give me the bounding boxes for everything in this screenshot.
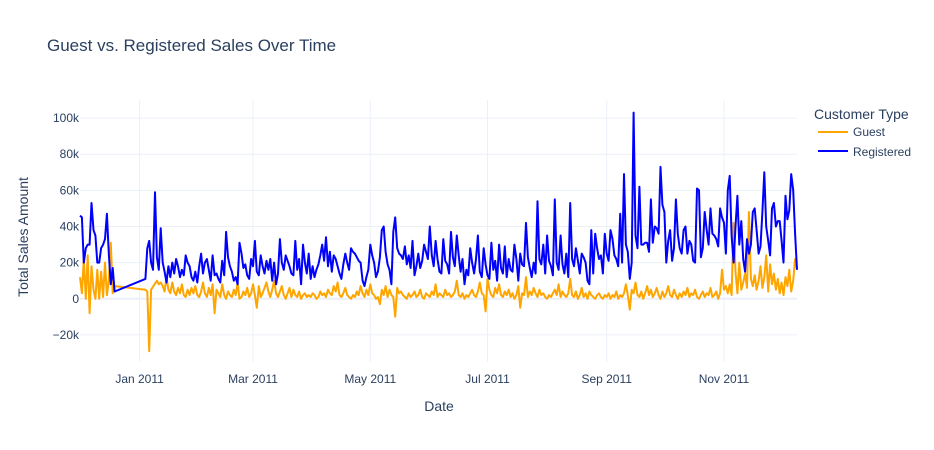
- x-tick-label: May 2011: [344, 372, 396, 386]
- plot-area: [79, 111, 798, 353]
- x-axis-title: Date: [424, 398, 454, 414]
- y-tick-label: 0: [72, 292, 79, 306]
- y-axis-ticks: −20k 0 20k 40k 60k 80k 100k: [53, 111, 80, 342]
- legend-label-guest: Guest: [853, 125, 886, 139]
- y-tick-label: 100k: [53, 111, 80, 125]
- y-tick-label: −20k: [53, 328, 80, 342]
- y-tick-label: 80k: [60, 147, 80, 161]
- grid-lines: [80, 100, 797, 362]
- x-tick-label: Mar 2011: [228, 372, 278, 386]
- x-tick-label: Nov 2011: [699, 372, 750, 386]
- series-line-guest[interactable]: [79, 211, 798, 353]
- x-tick-label: Jan 2011: [115, 372, 164, 386]
- series-line-registered[interactable]: [79, 111, 798, 293]
- legend-label-registered: Registered: [853, 145, 911, 159]
- y-tick-label: 60k: [60, 183, 80, 197]
- y-tick-label: 40k: [60, 219, 80, 233]
- legend-item-registered[interactable]: Registered: [818, 145, 911, 159]
- chart-title: Guest vs. Registered Sales Over Time: [47, 36, 336, 55]
- legend-title: Customer Type: [814, 106, 909, 122]
- legend-item-guest[interactable]: Guest: [818, 125, 886, 139]
- y-axis-title: Total Sales Amount: [15, 177, 31, 297]
- legend: Customer Type Guest Registered: [814, 106, 911, 159]
- x-tick-label: Sep 2011: [581, 372, 632, 386]
- y-tick-label: 20k: [60, 256, 80, 270]
- x-axis-ticks: Jan 2011 Mar 2011 May 2011 Jul 2011 Sep 2011…: [115, 372, 749, 386]
- x-tick-label: Jul 2011: [465, 372, 510, 386]
